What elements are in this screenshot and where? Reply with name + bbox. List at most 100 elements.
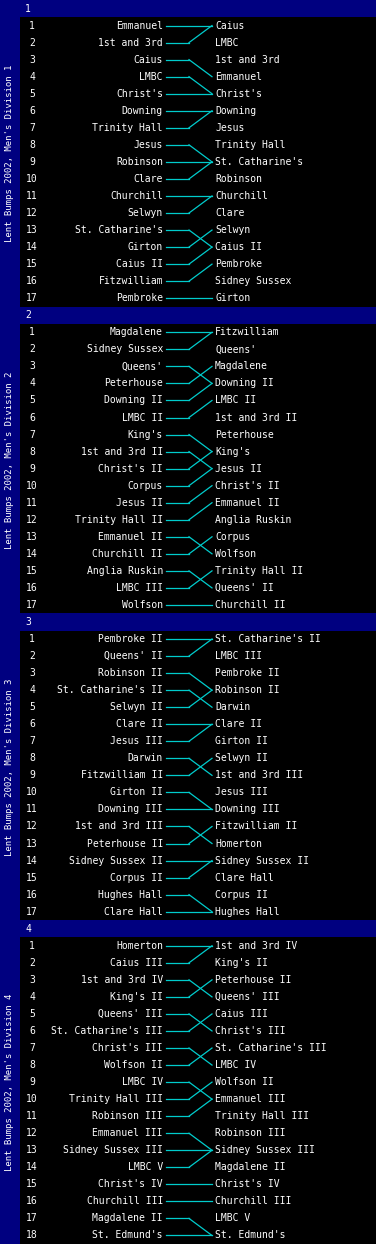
- Text: Robinson III: Robinson III: [92, 1111, 163, 1121]
- Text: Wolfson II: Wolfson II: [215, 1077, 274, 1087]
- Text: Churchill III: Churchill III: [215, 1197, 291, 1207]
- Text: Hughes Hall: Hughes Hall: [215, 907, 280, 917]
- Text: 2: 2: [29, 651, 35, 661]
- Text: Pembroke: Pembroke: [215, 259, 262, 269]
- Text: 12: 12: [26, 821, 38, 831]
- Text: Queens' III: Queens' III: [215, 991, 280, 1001]
- Text: 2: 2: [25, 310, 31, 320]
- Text: 5: 5: [29, 88, 35, 98]
- Text: St. Catharine's: St. Catharine's: [215, 157, 303, 167]
- Text: Queens' II: Queens' II: [215, 583, 274, 593]
- Text: 1: 1: [29, 940, 35, 950]
- Text: Queens': Queens': [215, 345, 256, 355]
- Text: 2: 2: [29, 958, 35, 968]
- Text: Caius II: Caius II: [215, 243, 262, 253]
- Text: Downing III: Downing III: [215, 805, 280, 815]
- Text: Emmanuel II: Emmanuel II: [99, 531, 163, 542]
- Bar: [20, 921, 376, 937]
- Text: 5: 5: [29, 396, 35, 406]
- Text: Sidney Sussex II: Sidney Sussex II: [215, 856, 309, 866]
- Text: 8: 8: [29, 1060, 35, 1070]
- Text: King's: King's: [215, 447, 250, 457]
- Text: Girton: Girton: [215, 294, 250, 304]
- Text: St. Edmund's: St. Edmund's: [92, 1230, 163, 1240]
- Text: Pembroke II: Pembroke II: [215, 668, 280, 678]
- Bar: [0, 307, 20, 613]
- Text: Emmanuel: Emmanuel: [116, 21, 163, 31]
- Text: Trinity Hall II: Trinity Hall II: [75, 515, 163, 525]
- Text: Corpus II: Corpus II: [215, 889, 268, 899]
- Text: Pembroke: Pembroke: [116, 294, 163, 304]
- Text: 14: 14: [26, 549, 38, 559]
- Text: 3: 3: [29, 975, 35, 985]
- Text: Magdalene: Magdalene: [110, 327, 163, 337]
- Text: 7: 7: [29, 123, 35, 133]
- Text: 7: 7: [29, 429, 35, 439]
- Text: 5: 5: [29, 1009, 35, 1019]
- Text: 2: 2: [29, 345, 35, 355]
- Text: 4: 4: [25, 924, 31, 934]
- Text: 8: 8: [29, 754, 35, 764]
- Text: 13: 13: [26, 1146, 38, 1156]
- Text: 5: 5: [29, 702, 35, 713]
- Text: Churchill II: Churchill II: [92, 549, 163, 559]
- Text: St. Catharine's III: St. Catharine's III: [52, 1026, 163, 1036]
- Text: Clare Hall: Clare Hall: [104, 907, 163, 917]
- Bar: [0, 613, 20, 921]
- Text: Girton II: Girton II: [215, 736, 268, 746]
- Text: Caius: Caius: [133, 55, 163, 65]
- Text: 17: 17: [26, 294, 38, 304]
- Text: 3: 3: [29, 668, 35, 678]
- Text: Caius III: Caius III: [215, 1009, 268, 1019]
- Text: Wolfson II: Wolfson II: [104, 1060, 163, 1070]
- Text: 15: 15: [26, 1179, 38, 1189]
- Text: 1st and 3rd III: 1st and 3rd III: [215, 770, 303, 780]
- Text: Peterhouse II: Peterhouse II: [215, 975, 291, 985]
- Text: Sidney Sussex III: Sidney Sussex III: [63, 1146, 163, 1156]
- Text: 8: 8: [29, 139, 35, 149]
- Text: Christ's IV: Christ's IV: [99, 1179, 163, 1189]
- Text: 6: 6: [29, 413, 35, 423]
- Text: 7: 7: [29, 736, 35, 746]
- Text: Corpus II: Corpus II: [110, 872, 163, 882]
- Text: Jesus II: Jesus II: [116, 498, 163, 508]
- Text: St. Catharine's: St. Catharine's: [75, 225, 163, 235]
- Text: 1: 1: [29, 634, 35, 644]
- Text: Hughes Hall: Hughes Hall: [99, 889, 163, 899]
- Text: Robinson II: Robinson II: [99, 668, 163, 678]
- Text: 3: 3: [25, 617, 31, 627]
- Text: Trinity Hall II: Trinity Hall II: [215, 566, 303, 576]
- Text: 10: 10: [26, 174, 38, 184]
- Text: Emmanuel III: Emmanuel III: [92, 1128, 163, 1138]
- Text: Emmanuel III: Emmanuel III: [215, 1095, 285, 1105]
- Text: 11: 11: [26, 192, 38, 202]
- Text: 6: 6: [29, 719, 35, 729]
- Text: Emmanuel: Emmanuel: [215, 72, 262, 82]
- Text: Jesus: Jesus: [215, 123, 244, 133]
- Text: LMBC: LMBC: [215, 37, 238, 47]
- Text: Downing: Downing: [215, 106, 256, 116]
- Text: Pembroke II: Pembroke II: [99, 634, 163, 644]
- Text: Homerton: Homerton: [215, 838, 262, 848]
- Text: 9: 9: [29, 464, 35, 474]
- Text: 16: 16: [26, 583, 38, 593]
- Text: Wolfson: Wolfson: [122, 600, 163, 610]
- Text: 1st and 3rd IV: 1st and 3rd IV: [215, 940, 297, 950]
- Text: Queens' III: Queens' III: [99, 1009, 163, 1019]
- Text: 4: 4: [29, 378, 35, 388]
- Text: Jesus III: Jesus III: [110, 736, 163, 746]
- Text: Queens' II: Queens' II: [104, 651, 163, 661]
- Text: 10: 10: [26, 480, 38, 490]
- Text: Selwyn: Selwyn: [215, 225, 250, 235]
- Text: LMBC II: LMBC II: [215, 396, 256, 406]
- Text: Downing II: Downing II: [215, 378, 274, 388]
- Text: 4: 4: [29, 685, 35, 695]
- Text: Christ's II: Christ's II: [215, 480, 280, 490]
- Text: LMBC II: LMBC II: [122, 413, 163, 423]
- Text: LMBC V: LMBC V: [128, 1162, 163, 1172]
- Text: Selwyn II: Selwyn II: [215, 754, 268, 764]
- Text: Churchill II: Churchill II: [215, 600, 285, 610]
- Text: Lent Bumps 2002, Men's Division 4: Lent Bumps 2002, Men's Division 4: [6, 994, 15, 1171]
- Text: 9: 9: [29, 770, 35, 780]
- Text: 13: 13: [26, 531, 38, 542]
